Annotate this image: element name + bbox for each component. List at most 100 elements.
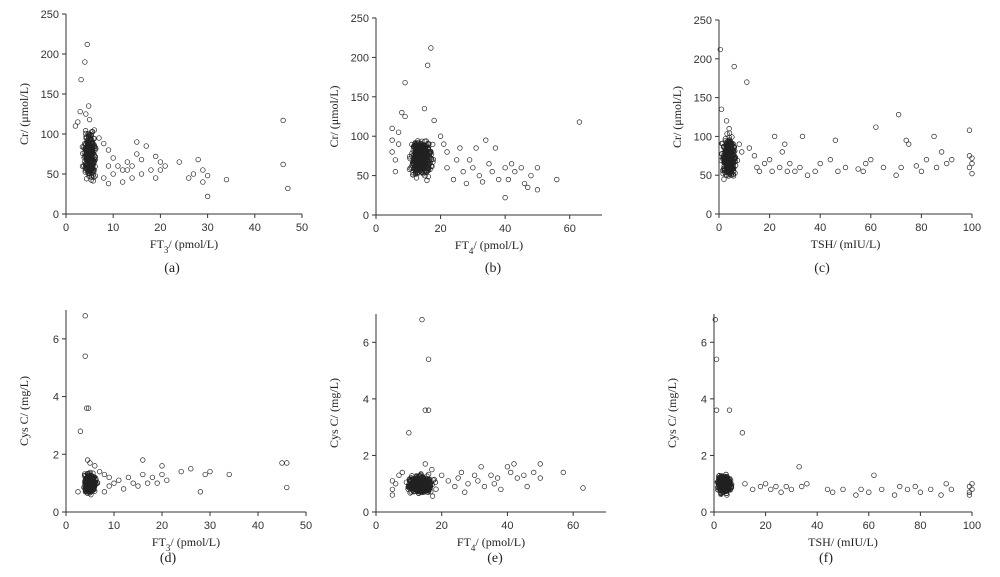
scatter-point	[726, 157, 732, 163]
scatter-point	[407, 483, 413, 490]
scatter-point	[933, 164, 940, 171]
scatter-point	[83, 176, 90, 182]
scatter-point	[463, 180, 470, 187]
scatter-point	[891, 492, 898, 498]
y-axis-title: Cr/ (μmol/L)	[327, 85, 341, 147]
scatter-point	[85, 483, 91, 489]
scatter-point	[425, 173, 431, 180]
scatter-point	[425, 356, 432, 362]
scatter-point	[140, 471, 146, 478]
y-tick-label: 250	[694, 15, 712, 27]
scatter-point	[91, 135, 97, 142]
scatter-point	[454, 157, 460, 163]
scatter-point	[478, 464, 484, 470]
scatter-point	[96, 135, 102, 141]
scatter-point	[84, 149, 91, 155]
scatter-point	[514, 475, 520, 481]
y-tick-label: 2	[701, 450, 707, 462]
scatter-point	[895, 112, 902, 118]
x-tick-label: 20	[763, 222, 775, 234]
panel-label: (b)	[485, 261, 502, 276]
scatter-point	[873, 124, 879, 130]
scatter-point	[223, 176, 230, 183]
scatter-point	[782, 141, 788, 147]
scatter-point	[86, 151, 92, 157]
scatter-point	[116, 477, 122, 483]
y-tick-label: 0	[363, 507, 369, 519]
scatter-point	[115, 163, 121, 169]
scatter-point	[450, 176, 457, 183]
scatter-point	[186, 175, 192, 181]
scatter-point	[92, 475, 99, 481]
scatter-point	[723, 118, 730, 124]
scatter-point	[88, 177, 94, 183]
scatter-point	[413, 140, 420, 147]
scatter-point	[280, 161, 286, 168]
scatter-point	[904, 486, 911, 493]
x-tick-label: 0	[373, 223, 379, 235]
scatter-point	[84, 41, 90, 48]
scatter-point	[725, 156, 731, 162]
scatter-point	[92, 463, 98, 469]
scatter-point	[777, 164, 783, 171]
panel-label: (c)	[814, 261, 830, 276]
scatter-point	[407, 490, 413, 496]
scatter-point	[413, 478, 419, 484]
scatter-point	[87, 153, 93, 159]
x-tick-label: 40	[252, 520, 264, 532]
scatter-point	[726, 149, 732, 155]
scatter-point	[713, 407, 720, 413]
scatter-point	[739, 149, 745, 155]
scatter-point	[148, 167, 154, 173]
scatter-point	[949, 157, 955, 163]
y-tick-label: 0	[701, 507, 707, 519]
scatter-point	[399, 469, 405, 476]
y-tick-label: 6	[701, 337, 707, 349]
scatter-point	[425, 140, 431, 147]
scatter-point	[966, 127, 973, 133]
scatter-point	[762, 481, 769, 487]
scatter-point	[492, 145, 499, 151]
scatter-point	[799, 133, 806, 140]
scatter-point	[804, 172, 811, 178]
y-tick-label: 150	[351, 92, 369, 104]
scatter-point	[724, 131, 730, 137]
scatter-point	[153, 153, 159, 160]
scatter-point	[164, 477, 170, 483]
scatter-point	[724, 148, 730, 154]
x-axis-title: FT4/ (pmol/L)	[455, 238, 523, 256]
scatter-point	[715, 477, 722, 484]
scatter-point	[86, 149, 92, 155]
x-tick-label: 40	[501, 520, 513, 532]
scatter-point	[512, 169, 518, 175]
scatter-point	[842, 164, 849, 171]
scatter-point	[92, 173, 99, 179]
scatter-point	[792, 168, 798, 174]
scatter-point	[824, 486, 831, 493]
scatter-point	[226, 471, 232, 478]
scatter-point	[416, 153, 422, 159]
scatter-point	[91, 159, 98, 165]
scatter-point	[766, 157, 773, 163]
scatter-point	[91, 127, 97, 133]
scatter-point	[395, 141, 402, 147]
scatter-point	[389, 149, 395, 155]
scatter-point	[87, 481, 93, 487]
x-tick-label: 50	[300, 520, 312, 532]
scatter-point	[423, 476, 430, 482]
x-tick-label: 60	[564, 223, 576, 235]
scatter-point	[425, 167, 431, 173]
scatter-point	[134, 151, 140, 157]
scatter-point	[462, 489, 468, 495]
scatter-point	[893, 172, 899, 178]
scatter-point	[913, 163, 919, 169]
scatter-point	[110, 171, 116, 177]
scatter-point	[470, 165, 476, 171]
scatter-point	[423, 142, 430, 148]
y-tick-label: 100	[351, 131, 369, 143]
scatter-point	[135, 483, 141, 489]
scatter-point	[969, 155, 975, 161]
scatter-point	[75, 119, 81, 125]
scatter-point	[159, 471, 165, 478]
scatter-point	[429, 493, 436, 499]
